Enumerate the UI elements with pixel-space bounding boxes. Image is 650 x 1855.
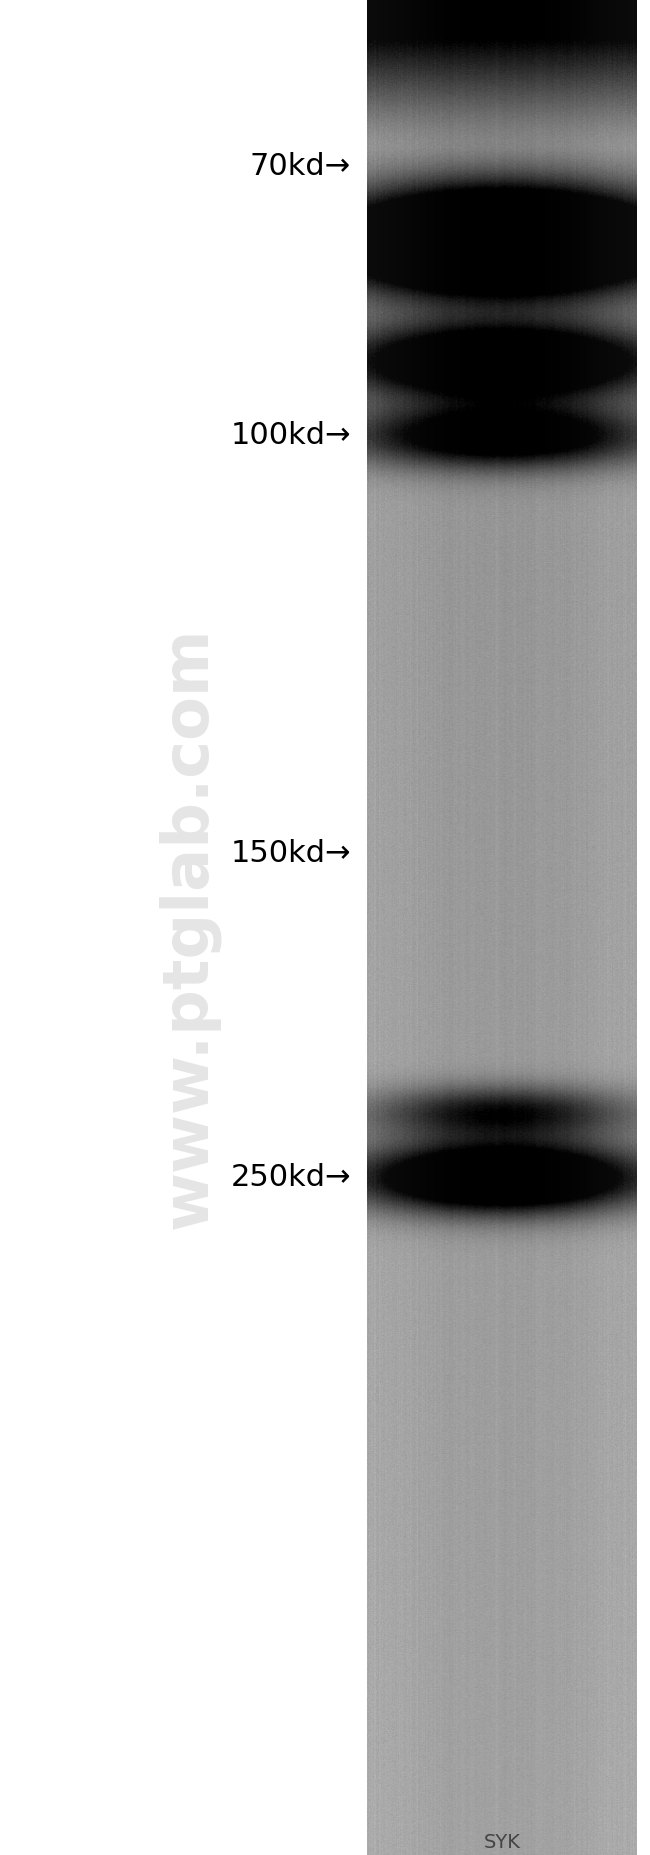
Text: 150kd→: 150kd→ bbox=[231, 838, 351, 868]
Text: 70kd→: 70kd→ bbox=[250, 152, 351, 182]
Text: 250kd→: 250kd→ bbox=[231, 1163, 351, 1193]
Text: 100kd→: 100kd→ bbox=[231, 421, 351, 451]
Text: www.ptglab.com: www.ptglab.com bbox=[157, 627, 220, 1228]
Text: SYK: SYK bbox=[484, 1833, 521, 1851]
